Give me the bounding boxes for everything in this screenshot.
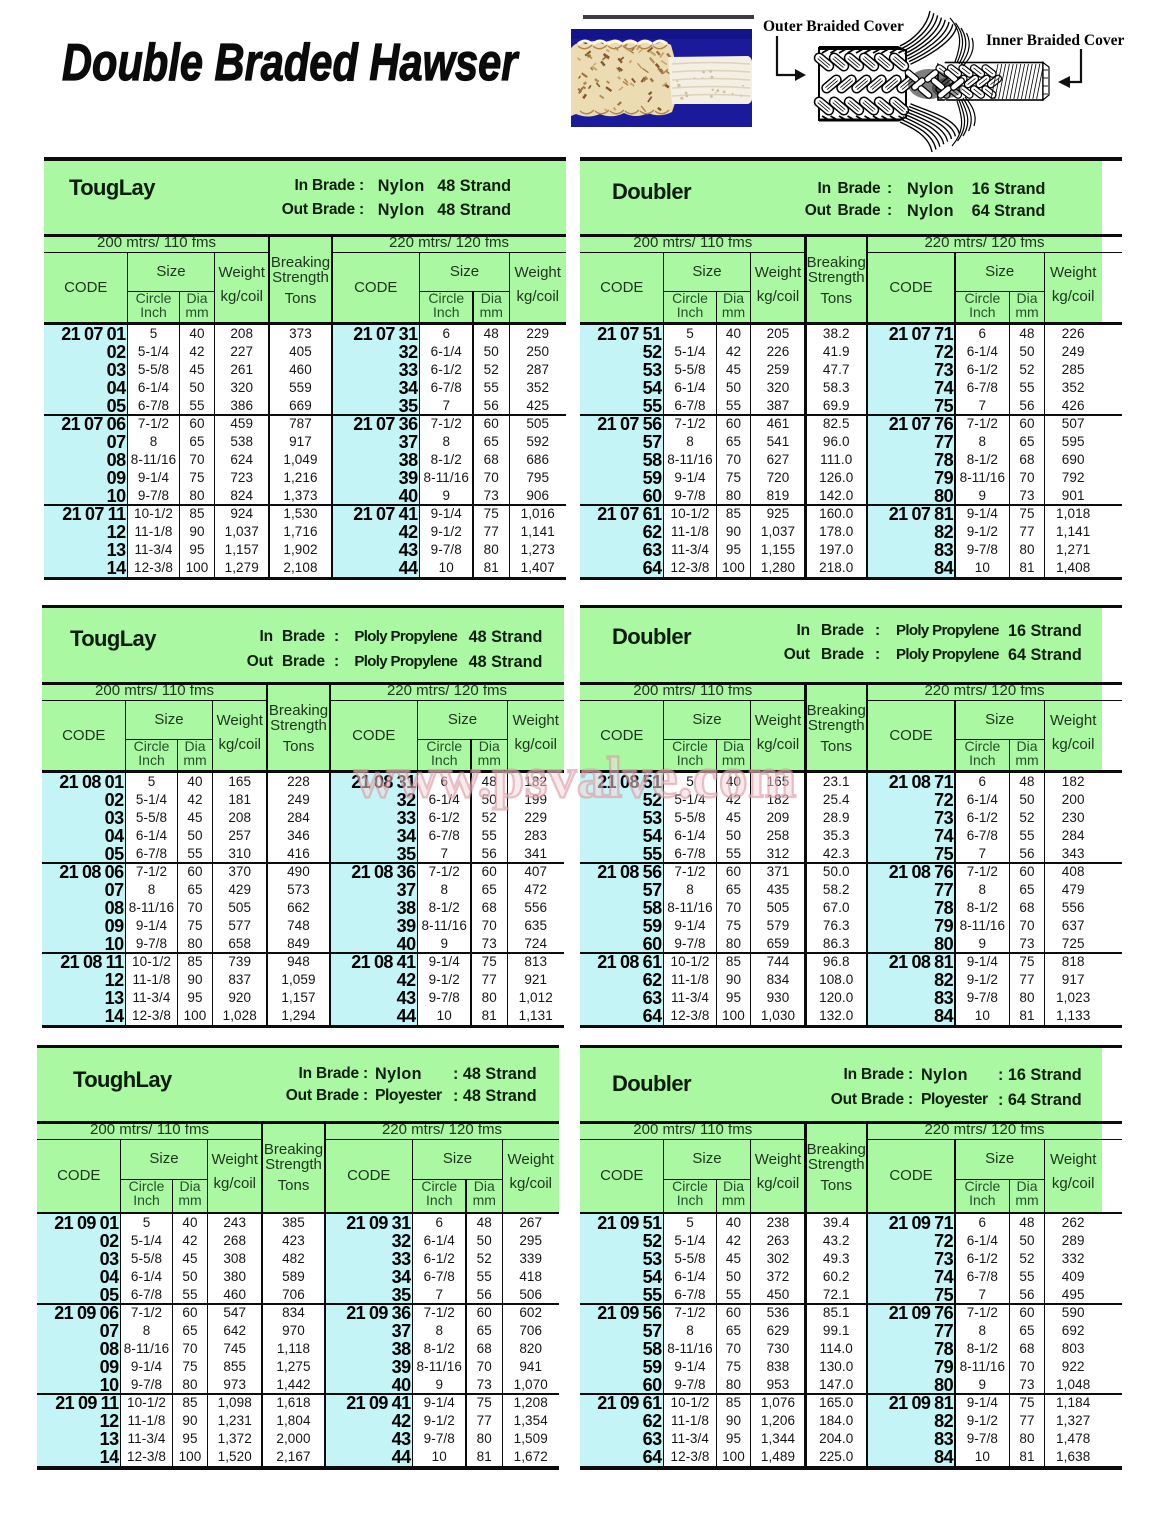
svg-text:Inner Braided Cover: Inner Braided Cover (986, 32, 1124, 49)
svg-text:Outer Braided Cover: Outer Braided Cover (763, 18, 904, 35)
